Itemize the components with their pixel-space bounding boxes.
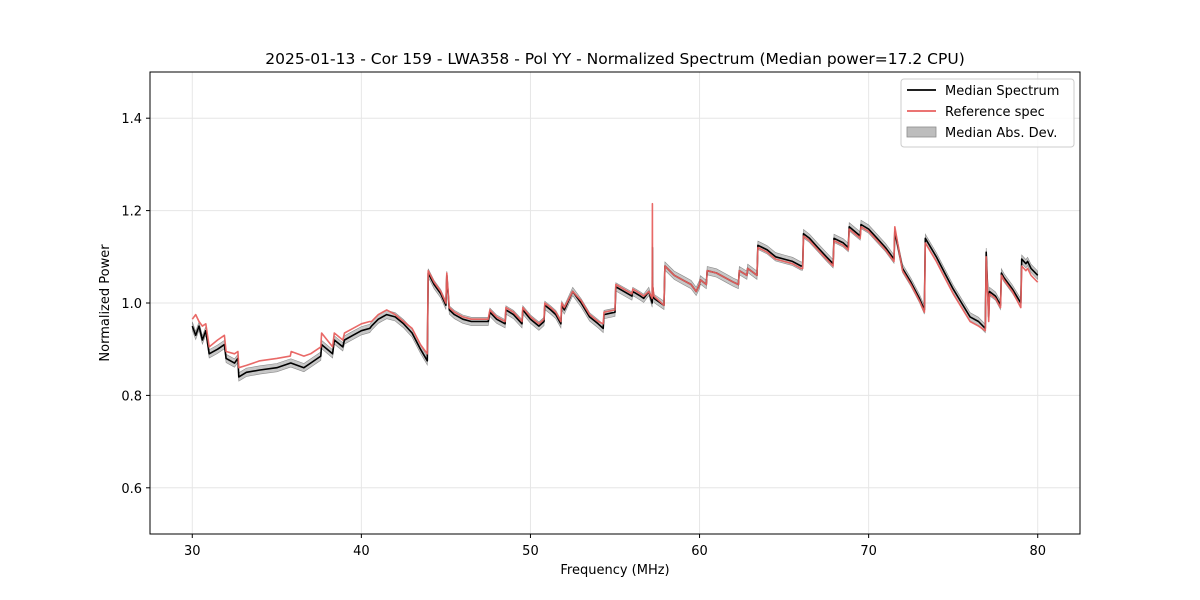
y-tick-label: 1.0 [121,297,142,312]
x-tick-label: 40 [353,544,370,559]
x-tick-label: 60 [691,544,708,559]
chart-title: 2025-01-13 - Cor 159 - LWA358 - Pol YY -… [265,50,965,68]
y-tick-label: 0.8 [121,389,142,404]
legend-label: Reference spec [945,105,1045,120]
legend-box [900,78,1075,148]
x-tick-label: 80 [1029,544,1046,559]
legend: Median Spectrum Reference spec Median Abs.… [900,78,1075,148]
legend-swatch-mad [906,126,937,138]
x-axis-label: Frequency (MHz) [560,563,669,578]
x-tick-label: 70 [860,544,877,559]
data-layer [191,202,1039,382]
legend-label: Median Abs. Dev. [945,126,1057,141]
reference-spec-line [191,202,1039,369]
median-spectrum-line [191,223,1039,378]
y-tick-label: 1.2 [121,205,142,220]
x-tick-label: 30 [184,544,201,559]
legend-label: Median Spectrum [945,84,1059,99]
y-tick-label: 0.6 [121,482,142,497]
axis-ticks: 30 40 50 60 70 80 0.6 0.8 1.0 1.2 1.4 [121,112,1046,559]
y-axis-label: Normalized Power [98,244,113,362]
x-tick-label: 50 [522,544,539,559]
y-tick-label: 1.4 [121,112,142,127]
